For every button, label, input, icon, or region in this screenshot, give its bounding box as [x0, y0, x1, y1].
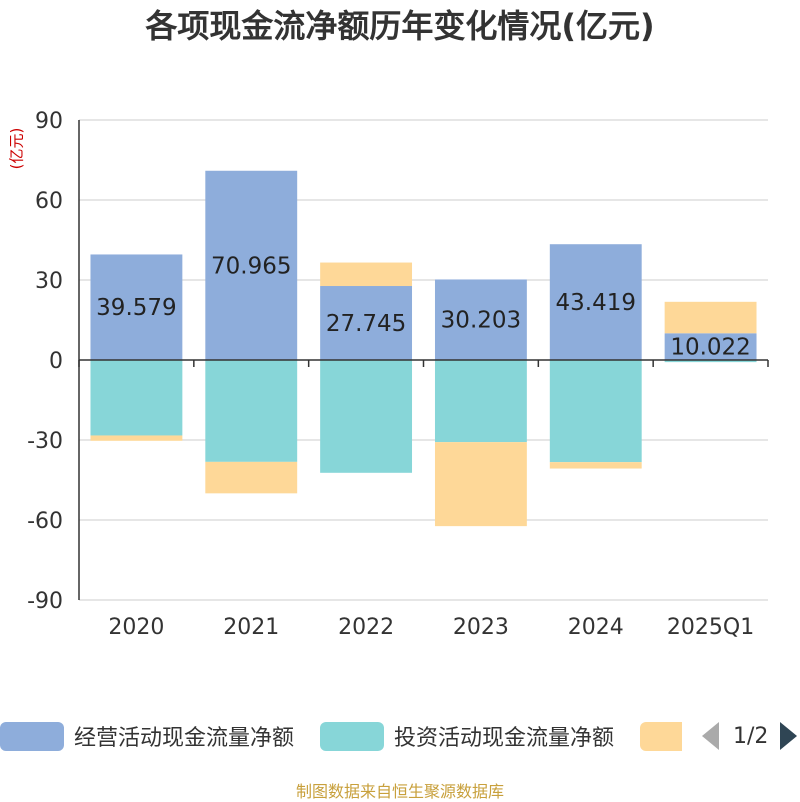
prev-page-icon[interactable] — [702, 722, 719, 750]
legend-item-operating[interactable]: 经营活动现金流量净额 — [0, 716, 294, 756]
bar-series-2 — [664, 301, 757, 334]
legend-item-investing[interactable]: 投资活动现金流量净额 — [320, 716, 614, 756]
x-tick-label: 2022 — [338, 615, 394, 640]
bar-series-2 — [90, 435, 183, 441]
source-note: 制图数据来自恒生聚源数据库 — [295, 782, 504, 801]
bar-series-1 — [205, 360, 298, 462]
bar-series-1 — [90, 360, 183, 436]
legend: 经营活动现金流量净额 投资活动现金流量净额 1/2 — [0, 716, 800, 756]
x-tick-label: 2025Q1 — [667, 615, 754, 640]
x-tick-label: 2020 — [108, 615, 164, 640]
bar-series-0 — [90, 254, 183, 360]
y-tick-label: 60 — [35, 189, 63, 214]
data-label: 43.419 — [556, 290, 636, 316]
data-label: 10.022 — [670, 335, 750, 361]
legend-swatch-operating — [0, 721, 64, 751]
legend-item-third[interactable] — [640, 716, 692, 756]
bar-series-0 — [549, 244, 642, 360]
legend-swatch-investing — [320, 721, 384, 751]
chart-title: 各项现金流净额历年变化情况(亿元) — [145, 7, 655, 45]
y-tick-label: 90 — [35, 109, 63, 134]
x-tick-label: 2021 — [223, 615, 279, 640]
grid-lines — [79, 119, 768, 601]
x-tick-label: 2024 — [568, 615, 624, 640]
legend-page-indicator: 1/2 — [733, 723, 769, 749]
bar-series-0 — [664, 333, 757, 360]
axes: 90 60 30 0 -30 -60 -90 2020 2021 2022 2023 2024 2025… — [27, 109, 769, 640]
bar-series-2 — [205, 461, 298, 494]
data-label: 30.203 — [441, 308, 521, 334]
bar-series-0 — [434, 279, 527, 360]
legend-label-investing: 投资活动现金流量净额 — [394, 726, 615, 751]
y-tick-label: 0 — [49, 349, 63, 374]
bar-series-1 — [320, 360, 413, 473]
bar-series-0 — [205, 170, 298, 360]
data-label: 27.745 — [326, 311, 406, 337]
x-tick-label: 2023 — [453, 615, 509, 640]
bar-series-1 — [549, 360, 642, 463]
legend-label-operating: 经营活动现金流量净额 — [74, 726, 295, 751]
y-tick-label: -90 — [27, 589, 63, 614]
y-tick-label: -60 — [27, 509, 63, 534]
bar-series-1 — [434, 360, 527, 443]
bar-series-2 — [434, 442, 527, 527]
data-label: 39.579 — [96, 295, 176, 321]
data-labels: 39.579 70.965 27.745 30.203 43.419 10.022 — [96, 253, 751, 360]
bars — [90, 170, 757, 527]
bar-series-2 — [549, 462, 642, 469]
bar-series-1 — [664, 360, 757, 363]
data-label: 70.965 — [211, 253, 291, 279]
legend-pager: 1/2 — [702, 716, 798, 756]
bar-series-0 — [320, 286, 413, 360]
bar-series-2 — [320, 262, 413, 287]
chart-plot: 90 60 30 0 -30 -60 -90 2020 2021 2022 2023 2024 2025… — [27, 109, 769, 640]
y-tick-label: 30 — [35, 269, 63, 294]
y-tick-label: -30 — [27, 429, 63, 454]
next-page-icon[interactable] — [780, 722, 798, 750]
legend-swatch-third — [640, 721, 682, 751]
